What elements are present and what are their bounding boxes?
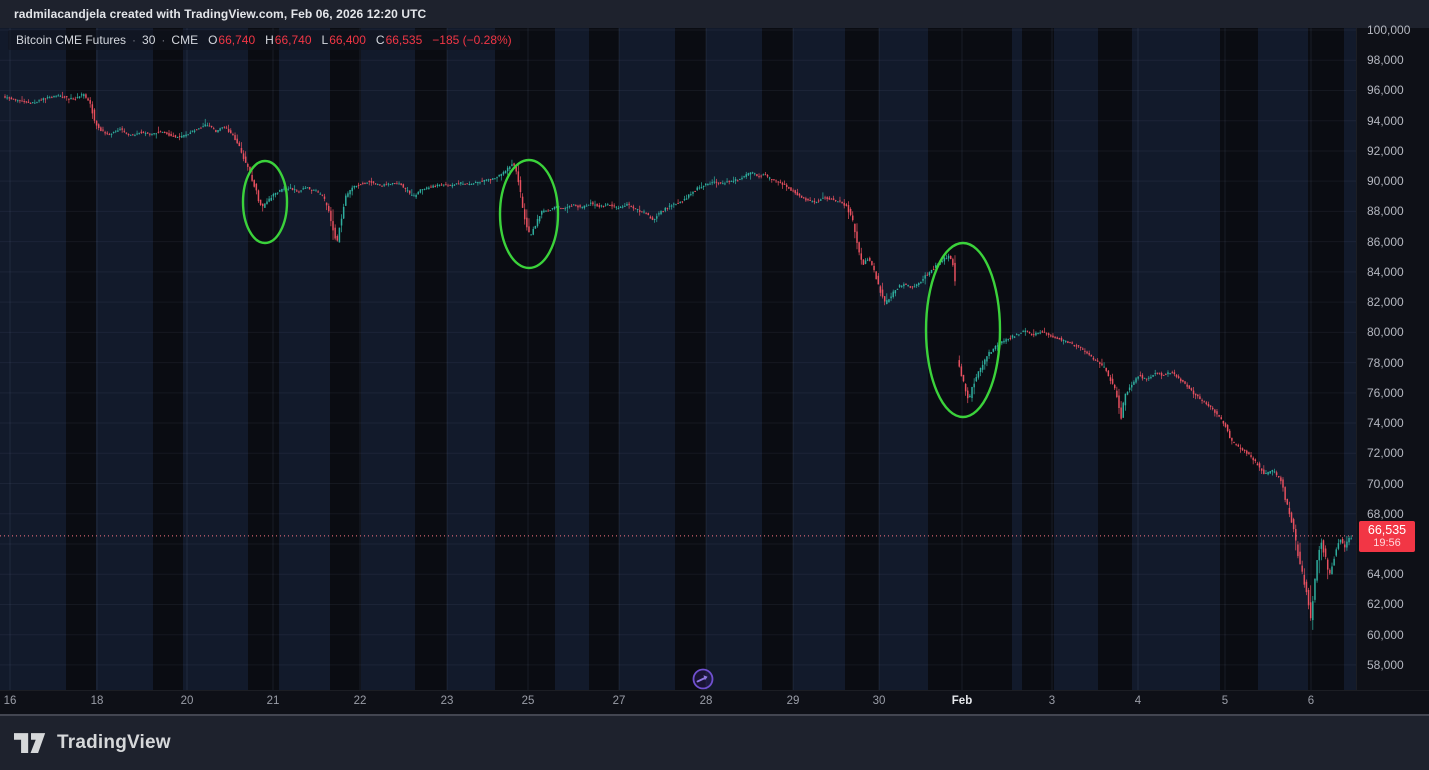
gap-annotations bbox=[241, 158, 1002, 419]
chart-area: Bitcoin CME Futures · 30 · CME O 66,740 H… bbox=[0, 23, 1429, 714]
last-price-label: 66,535 19:56 bbox=[1359, 520, 1415, 552]
time-tick-label: 22 bbox=[353, 695, 367, 707]
tradingview-wordmark: TradingView bbox=[57, 732, 171, 753]
price-tick-label: 84,000 bbox=[1367, 264, 1404, 279]
price-tick-label: 94,000 bbox=[1367, 113, 1404, 128]
price-tick-label: 70,000 bbox=[1367, 476, 1404, 491]
attribution-text: radmilacandjela created with TradingView… bbox=[14, 7, 427, 21]
time-tick-label: 29 bbox=[786, 695, 800, 707]
time-tick-label: 6 bbox=[1307, 695, 1315, 707]
low-label: L bbox=[321, 33, 329, 47]
change-value: −185 (−0.28%) bbox=[432, 33, 512, 47]
attribution-bar: radmilacandjela created with TradingView… bbox=[0, 0, 1429, 28]
time-tick-label: 27 bbox=[612, 695, 626, 707]
exchange-name: CME bbox=[171, 33, 199, 47]
price-tick-label: 76,000 bbox=[1367, 385, 1404, 400]
time-tick-label: 16 bbox=[3, 695, 17, 707]
price-tick-label: 100,000 bbox=[1367, 23, 1411, 37]
price-tick-label: 78,000 bbox=[1367, 355, 1404, 370]
gap-circle-annotation[interactable] bbox=[924, 241, 1002, 419]
time-tick-label: 30 bbox=[872, 695, 886, 707]
tradingview-logo[interactable]: TradingView bbox=[14, 732, 171, 754]
time-axis[interactable]: 16 18 20 21 22 23 25 27 28 29 30 Feb 3 4 5 6 bbox=[0, 690, 1429, 714]
last-price-value: 66,535 bbox=[1367, 522, 1407, 537]
time-tick-label: 5 bbox=[1221, 695, 1229, 707]
price-tick-label: 74,000 bbox=[1367, 416, 1404, 431]
time-tick-label: Feb bbox=[951, 695, 973, 707]
time-tick-label: 28 bbox=[699, 695, 713, 707]
time-tick-label: 3 bbox=[1048, 695, 1056, 707]
session-bands bbox=[66, 28, 1344, 690]
high-value: 66,740 bbox=[274, 33, 312, 47]
price-tick-label: 98,000 bbox=[1367, 53, 1404, 68]
price-tick-label: 86,000 bbox=[1367, 234, 1404, 249]
gap-circle-annotation[interactable] bbox=[498, 158, 560, 270]
tradingview-mark-icon bbox=[14, 732, 46, 753]
price-tick-label: 72,000 bbox=[1367, 446, 1404, 461]
close-value: 66,535 bbox=[385, 33, 423, 47]
close-label: C bbox=[375, 33, 385, 47]
price-tick-label: 60,000 bbox=[1367, 627, 1404, 642]
price-axis[interactable]: 66,535 19:56 100,000 98,000 96,000 94,000 92… bbox=[1356, 23, 1429, 690]
chart-canvas[interactable]: Bitcoin CME Futures · 30 · CME O 66,740 H… bbox=[0, 28, 1356, 690]
price-tick-label: 82,000 bbox=[1367, 295, 1404, 310]
price-tick-label: 90,000 bbox=[1367, 174, 1404, 189]
time-tick-label: 4 bbox=[1134, 695, 1142, 707]
footer-bar: TradingView bbox=[0, 714, 1429, 770]
grid-lines bbox=[0, 28, 1356, 690]
time-tick-label: 18 bbox=[90, 695, 104, 707]
jump-arrow-icon[interactable] bbox=[691, 667, 715, 691]
time-tick-label: 23 bbox=[440, 695, 454, 707]
price-tick-label: 62,000 bbox=[1367, 597, 1404, 612]
price-tick-label: 88,000 bbox=[1367, 204, 1404, 219]
price-tick-label: 92,000 bbox=[1367, 143, 1404, 158]
open-value: 66,740 bbox=[218, 33, 256, 47]
symbol-title: Bitcoin CME Futures bbox=[16, 33, 127, 47]
open-label: O bbox=[208, 33, 218, 47]
candlestick-chart[interactable] bbox=[0, 28, 1356, 690]
price-tick-label: 96,000 bbox=[1367, 83, 1404, 98]
time-tick-label: 21 bbox=[266, 695, 280, 707]
symbol-legend: Bitcoin CME Futures · 30 · CME O 66,740 H… bbox=[8, 30, 520, 50]
time-tick-label: 25 bbox=[521, 695, 535, 707]
high-label: H bbox=[265, 33, 274, 47]
interval-value: 30 bbox=[142, 33, 156, 47]
price-tick-label: 58,000 bbox=[1367, 657, 1404, 672]
candlestick-series bbox=[4, 91, 1352, 630]
bar-countdown: 19:56 bbox=[1373, 536, 1401, 549]
legend-separator: · bbox=[161, 33, 166, 47]
gap-circle-annotation[interactable] bbox=[241, 159, 289, 245]
low-value: 66,400 bbox=[329, 33, 366, 47]
price-tick-label: 64,000 bbox=[1367, 567, 1404, 582]
time-tick-label: 20 bbox=[180, 695, 194, 707]
price-tick-label: 68,000 bbox=[1367, 506, 1404, 521]
price-tick-label: 80,000 bbox=[1367, 325, 1404, 340]
legend-separator: · bbox=[132, 33, 137, 47]
